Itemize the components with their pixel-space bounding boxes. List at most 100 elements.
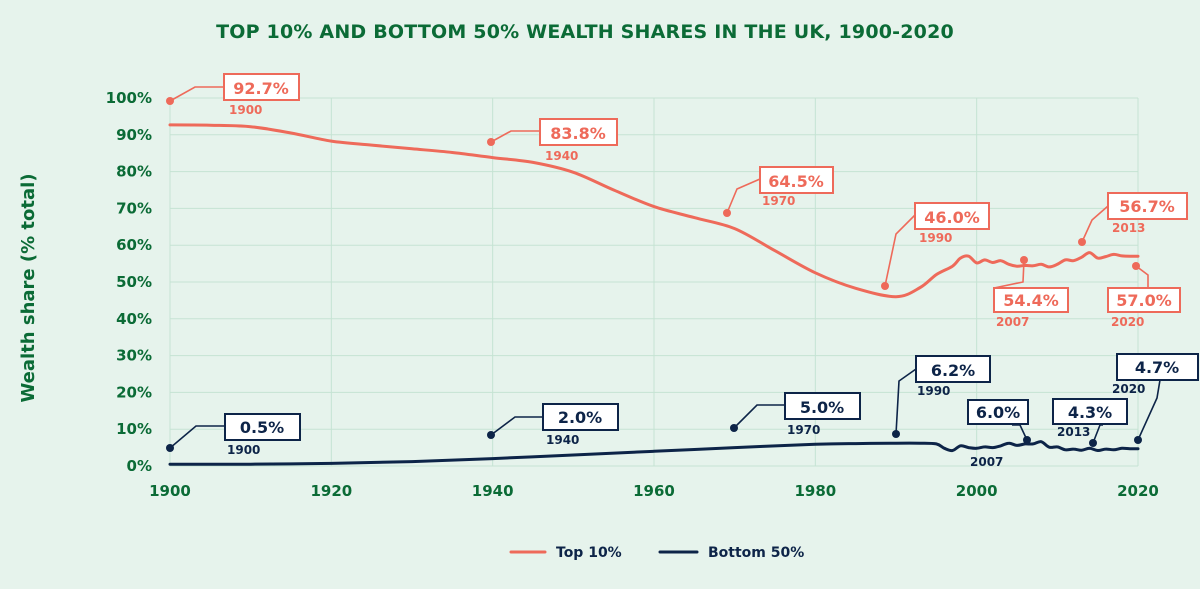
callout-leader: [490, 130, 540, 143]
callout-value: 4.7%: [1135, 358, 1179, 377]
callout-box: [1052, 398, 1128, 425]
callout-leader: [733, 404, 785, 429]
annotation-2020-bottom50: 4.7% 2020: [1112, 353, 1199, 444]
callout-leader: [884, 214, 916, 287]
legend-label: Top 10%: [556, 545, 622, 561]
annotation-1970-bottom50: 5.0% 1970: [730, 392, 861, 437]
callout-leader: [1137, 379, 1161, 441]
callout-dot: [1132, 262, 1140, 270]
bottom-50-line: [168, 440, 1140, 466]
callout-leader: [993, 259, 1025, 289]
y-tick-label: 80%: [116, 163, 152, 181]
callout-year: 1970: [787, 423, 820, 437]
callout-leader: [490, 416, 543, 436]
annotation-1940-bottom50: 2.0% 1940: [487, 403, 619, 447]
callout-leader: [726, 178, 761, 214]
callout-dot: [166, 444, 174, 452]
callout-year: 2013: [1112, 221, 1145, 235]
y-tick-label: 90%: [116, 126, 152, 144]
callout-box: [539, 118, 618, 146]
callout-leader: [1081, 205, 1109, 243]
chart-title: TOP 10% AND BOTTOM 50% WEALTH SHARES IN …: [216, 21, 954, 43]
callout-box: [967, 399, 1029, 425]
y-axis-ticks: 0% 10% 20% 30% 40% 50% 60% 70% 80% 90% 100%: [106, 89, 152, 475]
callout-box: [759, 166, 834, 194]
callout-value: 5.0%: [800, 398, 844, 417]
annotations: 92.7% 1900 83.8% 1940 64.5% 1970 46.0% 1990 54.4…: [166, 73, 1199, 469]
callout-leader: [895, 367, 917, 435]
callout-year: 1990: [917, 384, 950, 398]
callout-value: 4.3%: [1068, 403, 1112, 422]
callout-year: 1900: [229, 103, 262, 117]
callout-year: 2007: [970, 455, 1003, 469]
callout-box: [1116, 353, 1199, 381]
top-10-line: [168, 123, 1140, 299]
callout-box: [223, 73, 300, 101]
annotation-1940-top10: 83.8% 1940: [487, 118, 618, 163]
callout-dot: [730, 424, 738, 432]
callout-year: 1900: [227, 443, 260, 457]
grid: [169, 97, 1139, 467]
x-tick-label: 1960: [633, 482, 675, 500]
callout-dot: [1020, 256, 1028, 264]
callout-leader: [169, 425, 225, 449]
legend: Top 10% Bottom 50%: [509, 545, 804, 561]
callout-year: 2020: [1112, 382, 1145, 396]
callout-value: 54.4%: [1003, 291, 1059, 310]
annotation-2007-top10: 54.4% 2007: [993, 256, 1069, 329]
y-tick-label: 0%: [127, 457, 152, 475]
legend-top-10: Top 10%: [509, 545, 622, 561]
legend-label: Bottom 50%: [708, 545, 804, 561]
callout-box: [915, 355, 991, 383]
x-tick-label: 2000: [956, 482, 998, 500]
callout-value: 46.0%: [924, 208, 980, 227]
y-tick-label: 20%: [116, 383, 152, 401]
x-tick-label: 1940: [472, 482, 514, 500]
callout-value: 83.8%: [550, 124, 606, 143]
callout-year: 1990: [919, 231, 952, 245]
x-tick-label: 1980: [794, 482, 836, 500]
x-tick-label: 2020: [1117, 482, 1159, 500]
x-axis-ticks: 1900 1920 1940 1960 1980 2000 2020: [149, 482, 1159, 500]
callout-value: 56.7%: [1119, 197, 1175, 216]
callout-value: 0.5%: [240, 418, 284, 437]
callout-box: [224, 413, 301, 441]
callout-year: 1940: [545, 149, 578, 163]
y-tick-label: 50%: [116, 273, 152, 291]
y-tick-label: 10%: [116, 420, 152, 438]
y-tick-label: 70%: [116, 199, 152, 217]
y-tick-label: 40%: [116, 310, 152, 328]
y-tick-label: 60%: [116, 236, 152, 254]
callout-year: 2020: [1111, 315, 1144, 329]
callout-value: 64.5%: [768, 172, 824, 191]
annotation-2020-top10: 57.0% 2020: [1107, 262, 1181, 329]
callout-dot: [487, 138, 495, 146]
callout-year: 1970: [762, 194, 795, 208]
callout-value: 2.0%: [558, 408, 602, 427]
annotation-1970-top10: 64.5% 1970: [723, 166, 834, 217]
callout-year: 2007: [996, 315, 1029, 329]
callout-year: 1940: [546, 433, 579, 447]
callout-leader: [169, 86, 224, 102]
callout-dot: [723, 209, 731, 217]
callout-value: 6.2%: [931, 361, 975, 380]
y-tick-label: 100%: [106, 89, 152, 107]
callout-box: [542, 403, 619, 431]
y-tick-label: 30%: [116, 347, 152, 365]
callout-box: [914, 202, 990, 230]
annotation-2007-bottom50: 6.0% 2007: [967, 399, 1031, 469]
callout-dot: [1023, 436, 1031, 444]
callout-dot: [487, 431, 495, 439]
callout-box: [993, 287, 1069, 313]
x-tick-label: 1900: [149, 482, 191, 500]
annotation-2013-bottom50: 4.3% 2013: [1052, 398, 1128, 447]
callout-value: 6.0%: [976, 403, 1020, 422]
callout-dot: [166, 97, 174, 105]
annotation-1900-top10: 92.7% 1900: [166, 73, 300, 117]
callout-dot: [892, 430, 900, 438]
callout-value: 92.7%: [233, 79, 289, 98]
x-tick-label: 1920: [310, 482, 352, 500]
callout-dot: [1134, 436, 1142, 444]
callout-year: 2013: [1057, 425, 1090, 439]
